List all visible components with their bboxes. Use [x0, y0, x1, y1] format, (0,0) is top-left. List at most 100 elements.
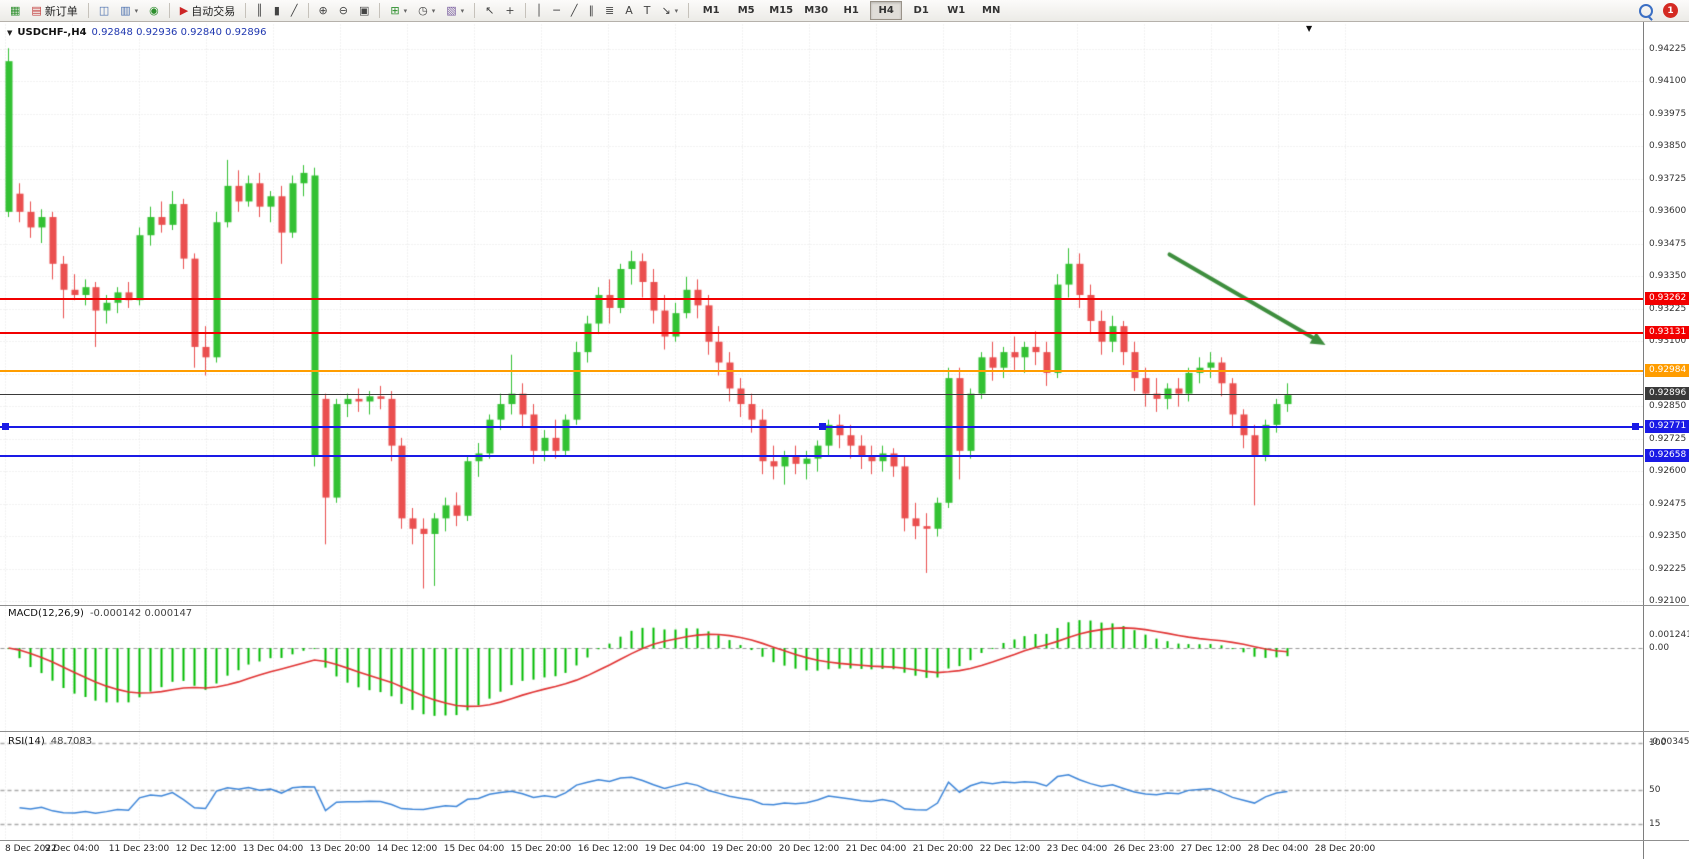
macd-axis-label: -0.003459: [1649, 737, 1689, 747]
channel-button[interactable]: ∥: [583, 1, 599, 21]
crosshair-button[interactable]: +: [500, 1, 519, 21]
date-label: 27 Dec 12:00: [1180, 844, 1242, 854]
profiles-icon: ▥: [120, 3, 131, 17]
charts-list-icon: ◫: [98, 3, 110, 17]
chevron-down-icon: ▾: [460, 6, 465, 15]
hline-0.92896[interactable]: [0, 394, 1643, 396]
date-label: 16 Dec 12:00: [577, 844, 639, 854]
hline-drag-handle[interactable]: [2, 422, 9, 430]
price-axis-label: 0.92725: [1649, 433, 1687, 444]
auto-trading-icon: ▶: [179, 3, 189, 17]
timeframe-button-m30[interactable]: M30: [804, 5, 829, 16]
clock-icon: ◷: [418, 3, 428, 17]
price-axis-label: 0.93225: [1649, 303, 1687, 314]
hline-0.93131[interactable]: [0, 332, 1643, 335]
market-watch-button[interactable]: ◉: [144, 1, 164, 21]
hline-0.92658[interactable]: [0, 455, 1643, 458]
macd-axis-label: 0.00: [1649, 642, 1670, 653]
price-axis-label: 0.92350: [1649, 531, 1687, 542]
macd-axis-label: 0.001241: [1649, 630, 1689, 640]
date-label: 8 Dec 2022: [5, 844, 57, 854]
price-marker-0.93262: 0.93262: [1645, 292, 1689, 306]
price-axis-label: 0.93600: [1649, 206, 1687, 217]
price-axis-label: 0.93350: [1649, 271, 1687, 282]
periods-button[interactable]: ◷ ▾: [413, 1, 440, 21]
templates-button[interactable]: ▧ ▾: [441, 1, 469, 21]
cursor-icon: ↖: [485, 3, 495, 17]
text-button[interactable]: A: [620, 1, 638, 21]
price-axis-label: 0.92850: [1649, 401, 1687, 412]
macd-indicator-label: MACD(12,26,9) -0.000142 0.000147: [8, 608, 192, 619]
price-marker-0.92771: 0.92771: [1645, 419, 1689, 433]
hline-0.93262[interactable]: [0, 298, 1643, 301]
chart-plus-icon: ▦: [10, 3, 21, 17]
chart-canvas[interactable]: [0, 22, 1643, 859]
tile-windows-icon: ▣: [358, 3, 370, 17]
fibonacci-button[interactable]: ≣: [600, 1, 619, 21]
open-charts-button[interactable]: ◫: [94, 1, 114, 21]
rsi-axis-label: 15: [1649, 818, 1661, 829]
vertical-line-button[interactable]: │: [531, 1, 548, 21]
rsi-panel-splitter[interactable]: [0, 731, 1689, 732]
date-axis-separator: [0, 840, 1689, 841]
label-icon: T: [643, 3, 651, 17]
date-label: 11 Dec 23:00: [108, 844, 170, 854]
date-label: 23 Dec 04:00: [1046, 844, 1108, 854]
timeframe-button-h4[interactable]: H4: [870, 1, 903, 20]
new-chart-button[interactable]: ▦: [5, 1, 25, 21]
toolbar-separator: [307, 3, 309, 18]
timeframe-button-m5[interactable]: M5: [737, 5, 755, 16]
label-button[interactable]: T: [639, 1, 656, 21]
line-chart-button[interactable]: ╱: [286, 1, 303, 21]
indicators-button[interactable]: ⊞ ▾: [385, 1, 412, 21]
text-icon: A: [625, 3, 633, 17]
cursor-button[interactable]: ↖: [480, 1, 499, 21]
timeframe-button-mn[interactable]: MN: [982, 5, 1001, 16]
chart-ohlc-quotes: 0.92848 0.92936 0.92840 0.92896: [91, 27, 267, 38]
search-icon[interactable]: [1639, 3, 1653, 18]
price-axis-label: 0.93725: [1649, 173, 1687, 184]
zoom-in-button[interactable]: ⊕: [314, 1, 333, 21]
timeframe-button-m15[interactable]: M15: [769, 5, 794, 16]
chart-shift-marker-icon[interactable]: ▼: [1306, 24, 1313, 33]
timeframe-button-h1[interactable]: H1: [843, 5, 859, 16]
date-label: 19 Dec 04:00: [644, 844, 706, 854]
price-axis-label: 0.94100: [1649, 76, 1687, 87]
arrows-button[interactable]: ↘ ▾: [656, 1, 683, 21]
timeframe-button-w1[interactable]: W1: [947, 5, 966, 16]
timeframe-button-m1[interactable]: M1: [702, 5, 720, 16]
hline-drag-handle[interactable]: [818, 422, 826, 430]
market-watch-icon: ◉: [149, 3, 159, 17]
date-label: 15 Dec 04:00: [443, 844, 505, 854]
hline-0.92984[interactable]: [0, 370, 1643, 373]
price-marker-0.92984: 0.92984: [1645, 364, 1689, 378]
new-order-button[interactable]: ▤ 新订单: [26, 1, 82, 21]
candlestick-button[interactable]: ▮: [269, 1, 285, 21]
chart-symbol-period: USDCHF-,H4: [17, 27, 87, 38]
hline-0.92771[interactable]: [0, 422, 1643, 430]
price-axis: 0.94225 0.94100 0.93975 0.93850 0.93725 0.936…: [1643, 22, 1689, 859]
date-label: 22 Dec 12:00: [979, 844, 1041, 854]
timeframe-button-d1[interactable]: D1: [913, 5, 929, 16]
chart-collapse-icon[interactable]: ▼: [7, 28, 13, 37]
macd-panel-splitter[interactable]: [0, 605, 1689, 606]
zoom-out-button[interactable]: ⊖: [334, 1, 353, 21]
profiles-button[interactable]: ▥ ▾: [115, 1, 143, 21]
trendline-button[interactable]: ╱: [566, 1, 583, 21]
horizontal-line-button[interactable]: ─: [548, 1, 565, 21]
candlestick-icon: ▮: [273, 3, 280, 17]
macd-values: -0.000142 0.000147: [89, 608, 193, 619]
price-axis-label: 0.92600: [1649, 466, 1687, 477]
hline-drag-handle[interactable]: [1632, 422, 1639, 430]
template-icon: ▧: [446, 3, 457, 17]
date-label: 26 Dec 23:00: [1113, 844, 1175, 854]
zoom-out-icon: ⊖: [338, 3, 348, 17]
toolbar: ▦ ▤ 新订单 ◫ ▥ ▾ ◉ ▶ 自动交易 ║ ▮ ╱ ⊕ ⊖ ▣ ⊞ ▾ ◷ ▾ ▧ ▾ ↖ + │ ─ ╱ ∥ ≣ A T ↘ ▾ M1 M…: [0, 0, 1689, 22]
chevron-down-icon: ▾: [134, 6, 139, 15]
notification-badge[interactable]: 1: [1663, 3, 1678, 18]
auto-trading-button[interactable]: ▶ 自动交易: [175, 1, 240, 21]
bar-chart-button[interactable]: ║: [251, 1, 268, 21]
horizontal-line-icon: ─: [553, 3, 560, 17]
bar-chart-icon: ║: [256, 3, 263, 17]
tile-windows-button[interactable]: ▣: [354, 1, 374, 21]
